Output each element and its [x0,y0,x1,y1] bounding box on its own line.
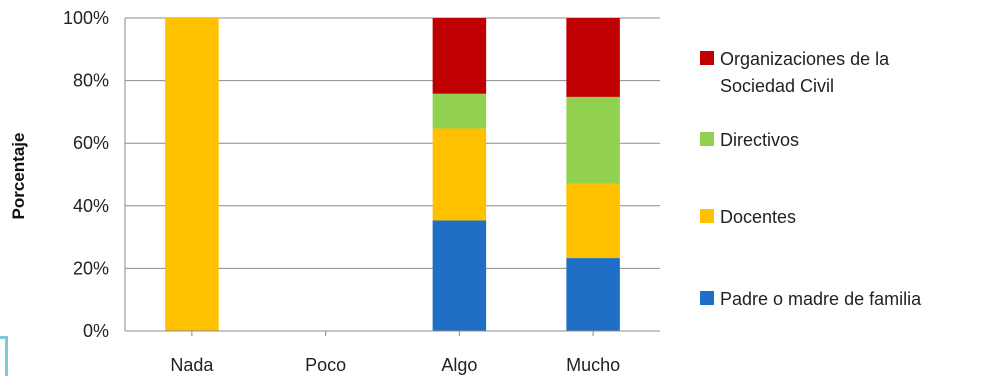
y-tick-labels: 0% 20% 40% 60% 80% 100% [63,8,109,341]
x-category-label: Mucho [566,355,620,375]
legend-label: Padre o madre de familia [720,289,922,309]
y-tick-label: 40% [73,196,109,216]
bar-segment [566,18,620,97]
legend: Organizaciones de la Sociedad Civil Direc… [700,0,993,380]
bar-segment [566,183,620,259]
bar-segment [165,18,219,331]
x-category-label: Algo [441,355,477,375]
bar-segment [432,93,487,129]
y-tick-label: 0% [83,321,109,341]
x-category-labels: Nada Poco Algo Mucho [170,355,620,375]
legend-swatch [700,291,714,305]
y-tick-label: 80% [73,71,109,91]
legend-swatch [700,209,714,223]
y-tick-label: 20% [73,258,109,278]
legend-label: Organizaciones de la Sociedad Civil [720,49,890,96]
bar-segment [432,18,487,94]
bar-segment [432,128,487,221]
y-tick-label: 100% [63,8,109,28]
bar-segment [432,220,487,331]
legend-label: Docentes [720,207,797,227]
x-category-label: Nada [170,355,214,375]
legend-item: Padre o madre de familia [700,286,990,313]
y-axis-label: Porcentaje [9,133,28,220]
bars [165,18,620,331]
legend-item: Docentes [700,204,990,231]
corner-decoration [0,336,8,376]
axes [124,18,660,336]
y-tick-label: 60% [73,133,109,153]
legend-swatch [700,132,714,146]
legend-swatch [700,51,714,65]
legend-item: Directivos [700,127,990,154]
legend-item: Organizaciones de la Sociedad Civil [700,46,960,100]
legend-label: Directivos [720,130,800,150]
bar-segment [566,96,620,184]
stacked-bar-chart: 0% 20% 40% 60% 80% 100% Nada Poco Algo Mucho Por… [9,8,660,375]
bar-segment [566,258,620,331]
x-category-label: Poco [305,355,346,375]
